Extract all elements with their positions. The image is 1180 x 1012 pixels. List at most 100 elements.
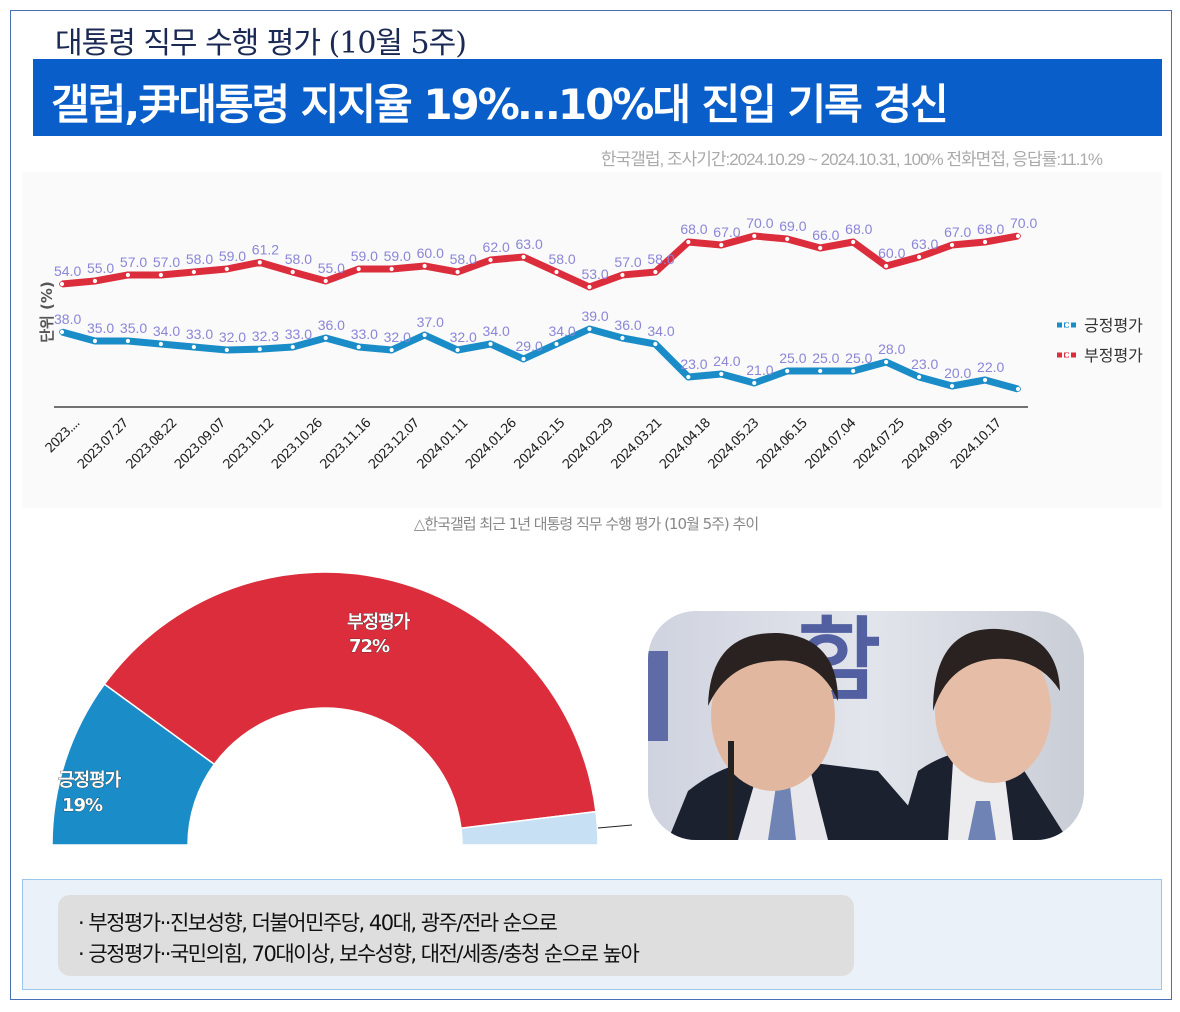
data-point: [850, 239, 857, 245]
data-label: 53.0: [581, 266, 608, 282]
data-label: 21.0: [746, 362, 773, 378]
x-tick-label: 2024.05.23: [706, 416, 763, 473]
data-point: [92, 278, 98, 284]
data-point: [190, 344, 197, 350]
data-label: 33.0: [351, 326, 378, 342]
data-label: 60.0: [878, 245, 905, 261]
data-label: 66.0: [812, 227, 839, 243]
data-point: [59, 281, 65, 287]
data-label: 67.0: [713, 224, 740, 240]
x-tick-label: 2024.07.04: [803, 416, 860, 473]
data-label: 55.0: [318, 260, 345, 276]
data-point: [355, 266, 362, 272]
data-point: [916, 374, 923, 380]
data-label: 32.0: [450, 329, 477, 345]
summary-panel: · 부정평가··진보성향, 더불어민주당, 40대, 광주/전라 순으로 · 긍…: [58, 895, 854, 976]
line-chart: 단위 (%)38.0 35.0 35.0 34.0 33.0 32.0 32.3 33.0 36…: [38, 215, 1143, 473]
data-label: 63.0: [911, 236, 938, 252]
data-point: [619, 272, 626, 278]
data-point: [751, 233, 758, 239]
data-label: 35.0: [120, 320, 147, 336]
x-tick-label: 2024.10.17: [948, 416, 1005, 473]
data-label: 69.0: [779, 218, 806, 234]
data-label: 57.0: [153, 254, 180, 270]
data-point: [883, 263, 890, 269]
leader-line: [597, 824, 633, 829]
data-point: [586, 326, 593, 332]
data-label: 24.0: [713, 353, 740, 369]
president-photo-icon: 함: [648, 611, 1068, 840]
data-point: [916, 254, 923, 260]
x-tick-label: 2024.06.15: [754, 416, 811, 473]
data-point: [388, 347, 395, 353]
data-label: 22.0: [977, 359, 1004, 375]
survey-source: 한국갤럽, 조사기간:2024.10.29 ~ 2024.10.31, 100%…: [600, 150, 1103, 169]
line-chart-panel: 단위 (%) 38.0 35.0 35.0 34.0 33.0 32.0 32.3 33.0 36…: [22, 172, 1162, 508]
summary-box: · 부정평가··진보성향, 더불어민주당, 40대, 광주/전라 순으로 · 긍…: [22, 879, 1162, 990]
data-point: [751, 380, 758, 386]
x-tick-label: 2023.11.16: [318, 416, 375, 473]
slice-value-negative: 72%: [349, 636, 390, 657]
data-label: 33.0: [285, 326, 312, 342]
x-tick-label: 2024.01.26: [463, 416, 520, 473]
data-point: [157, 272, 164, 278]
x-tick-label: 2024.07.25: [851, 416, 908, 473]
x-tick-label: 2023.10.26: [269, 416, 326, 473]
data-label: 62.0: [483, 239, 510, 255]
slice-other: [460, 810, 599, 846]
data-point: [289, 269, 296, 275]
data-point: [1015, 386, 1021, 392]
data-point: [586, 284, 593, 290]
legend-dot: [1065, 353, 1069, 357]
data-point: [784, 236, 791, 242]
data-point: [125, 272, 131, 278]
data-point: [190, 269, 197, 275]
data-point: [850, 368, 857, 374]
data-point: [92, 338, 98, 344]
data-point: [817, 368, 824, 374]
president-photo: 함: [648, 611, 1084, 840]
x-tick-label: 2023.07.27: [75, 416, 132, 473]
data-point: [520, 254, 527, 260]
data-label: 35.0: [87, 320, 114, 336]
x-tick-label: 2023....: [43, 416, 83, 456]
half-donut-chart: 부정평가 72% 긍정평가 19%: [51, 571, 633, 846]
data-label: 67.0: [944, 224, 971, 240]
data-point: [157, 341, 164, 347]
slice-name-positive: 긍정평가: [58, 770, 122, 791]
legend-dot: [1065, 323, 1069, 327]
data-point: [685, 239, 692, 245]
data-point: [718, 242, 725, 248]
slice-부정평가: [103, 571, 597, 830]
data-label: 58.0: [186, 251, 213, 267]
data-label: 32.0: [219, 329, 246, 345]
headline: 갤럽,尹대통령 지지율 19%…10%대 진입 기록 경신: [51, 80, 949, 129]
data-label: 54.0: [54, 263, 81, 279]
data-label: 25.0: [812, 350, 839, 366]
x-tick-label: 2024.02.29: [560, 416, 617, 473]
data-point: [454, 269, 461, 275]
data-label: 37.0: [417, 314, 444, 330]
data-point: [949, 383, 955, 389]
data-point: [718, 371, 725, 377]
data-label: 68.0: [977, 221, 1004, 237]
data-label: 60.0: [417, 245, 444, 261]
chart-caption: △한국갤럽 최근 1년 대통령 직무 수행 평가 (10월 5주) 추이: [0, 513, 1180, 534]
x-tick-label: 2023.10.12: [221, 416, 277, 472]
data-label: 70.0: [1010, 215, 1037, 231]
data-point: [784, 368, 791, 374]
data-label: 23.0: [911, 356, 938, 372]
data-label: 39.0: [581, 308, 608, 324]
x-tick-label: 2024.03.21: [609, 416, 666, 473]
data-label: 68.0: [680, 221, 707, 237]
data-point: [289, 344, 296, 350]
data-point: [421, 263, 428, 269]
data-point: [421, 332, 428, 338]
slice-name-negative: 부정평가: [347, 612, 411, 633]
data-point: [982, 239, 988, 245]
data-label: 34.0: [153, 323, 180, 339]
data-label: 61.2: [252, 241, 279, 257]
series-line-0: [61, 325, 1019, 393]
data-point: [322, 335, 329, 341]
data-label: 28.0: [878, 341, 905, 357]
